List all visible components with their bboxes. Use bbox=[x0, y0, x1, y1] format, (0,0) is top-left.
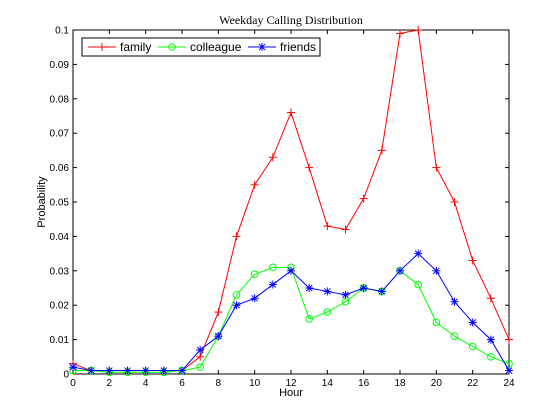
data-point-friends bbox=[250, 294, 259, 303]
data-point-colleague bbox=[323, 308, 332, 316]
legend-marker bbox=[168, 43, 176, 51]
x-tick-label: 24 bbox=[503, 378, 515, 389]
data-point-friends bbox=[232, 301, 241, 310]
data-point-family bbox=[414, 26, 423, 34]
data-point-family bbox=[468, 256, 477, 265]
data-point-friends bbox=[305, 284, 314, 292]
legend-marker bbox=[258, 43, 266, 51]
data-point-family bbox=[377, 146, 386, 155]
legend-marker bbox=[98, 43, 106, 51]
data-point-friends bbox=[432, 266, 441, 275]
data-point-colleague bbox=[414, 280, 422, 289]
x-tick-label: 16 bbox=[358, 378, 370, 389]
legend-box bbox=[81, 37, 321, 57]
data-point-colleague bbox=[196, 363, 204, 371]
data-point-family bbox=[505, 335, 513, 344]
y-tick-label: 0.09 bbox=[50, 60, 70, 71]
data-point-friends bbox=[87, 366, 96, 375]
data-point-family bbox=[250, 180, 259, 189]
x-tick-label: 4 bbox=[143, 378, 149, 389]
data-point-family bbox=[268, 153, 277, 162]
data-point-friends bbox=[214, 332, 223, 341]
data-point-family bbox=[341, 225, 350, 234]
data-point-friends bbox=[268, 280, 277, 289]
data-point-friends bbox=[159, 366, 168, 375]
y-tick-label: 0.05 bbox=[50, 198, 70, 209]
data-point-family bbox=[287, 108, 295, 117]
y-tick-label: 0.07 bbox=[50, 129, 70, 140]
x-tick-label: 8 bbox=[216, 378, 222, 389]
data-point-friends bbox=[396, 266, 404, 275]
data-point-family bbox=[196, 352, 205, 361]
y-axis-label: Probability bbox=[36, 176, 48, 228]
x-tick-label: 14 bbox=[322, 378, 334, 389]
data-point-family bbox=[214, 308, 223, 317]
series-layer bbox=[69, 26, 513, 377]
y-tick-label: 0.06 bbox=[50, 163, 70, 174]
data-point-friends bbox=[196, 345, 205, 354]
y-tick-label: 0 bbox=[63, 370, 69, 381]
x-tick-label: 6 bbox=[179, 378, 185, 389]
data-point-colleague bbox=[450, 332, 459, 340]
data-point-colleague bbox=[269, 263, 277, 272]
legend: family colleague friends bbox=[81, 37, 321, 57]
data-point-friends bbox=[69, 363, 77, 372]
x-tick-label: 22 bbox=[467, 378, 479, 389]
data-point-colleague bbox=[432, 318, 441, 327]
data-point-family bbox=[305, 163, 314, 172]
x-tick-label: 0 bbox=[70, 378, 76, 389]
data-point-friends bbox=[178, 366, 186, 375]
data-point-family bbox=[432, 163, 441, 172]
x-tick-label: 20 bbox=[431, 378, 443, 389]
data-point-family bbox=[323, 222, 332, 231]
x-tick-label: 10 bbox=[249, 378, 261, 389]
data-point-friends bbox=[377, 287, 386, 296]
data-point-friends bbox=[323, 287, 332, 296]
data-point-colleague bbox=[468, 342, 477, 351]
y-tick-label: 0.1 bbox=[55, 26, 69, 37]
data-point-friends bbox=[141, 366, 150, 375]
series-friends bbox=[69, 249, 513, 375]
data-point-friends bbox=[341, 290, 350, 299]
data-point-friends bbox=[105, 366, 114, 375]
x-tick-label: 12 bbox=[285, 378, 297, 389]
x-axis-label: Hour bbox=[279, 387, 303, 399]
data-point-family bbox=[396, 29, 404, 38]
legend-entry-friends: friends bbox=[248, 40, 316, 54]
y-tick-label: 0.03 bbox=[50, 266, 70, 277]
data-point-friends bbox=[414, 249, 423, 258]
y-tick-label: 0.01 bbox=[50, 335, 70, 346]
data-point-family bbox=[486, 294, 495, 303]
legend-entry-family: family bbox=[88, 40, 151, 54]
legend-label: family bbox=[120, 40, 151, 54]
data-point-friends bbox=[486, 335, 495, 344]
data-point-family bbox=[359, 194, 368, 203]
legend-label: colleague bbox=[190, 40, 242, 54]
data-point-colleague bbox=[232, 291, 241, 299]
y-tick-label: 0.08 bbox=[50, 94, 70, 105]
x-tick-label: 2 bbox=[107, 378, 113, 389]
data-point-colleague bbox=[305, 315, 313, 323]
data-point-family bbox=[232, 232, 241, 241]
legend-label: friends bbox=[280, 40, 316, 54]
legend-entry-colleague: colleague bbox=[158, 40, 242, 54]
plot-area bbox=[72, 29, 510, 375]
x-tick-label: 18 bbox=[394, 378, 406, 389]
chart-title: Weekday Calling Distribution bbox=[219, 13, 363, 27]
data-point-friends bbox=[450, 297, 459, 306]
data-point-colleague bbox=[250, 270, 259, 279]
data-point-colleague bbox=[487, 353, 495, 361]
data-point-friends bbox=[505, 366, 513, 375]
y-tick-label: 0.02 bbox=[50, 301, 70, 312]
data-point-friends bbox=[287, 266, 295, 275]
data-point-friends bbox=[359, 284, 368, 292]
data-point-friends bbox=[123, 366, 132, 375]
data-point-family bbox=[450, 198, 459, 206]
data-point-friends bbox=[468, 318, 477, 327]
y-tick-label: 0.04 bbox=[50, 232, 70, 243]
